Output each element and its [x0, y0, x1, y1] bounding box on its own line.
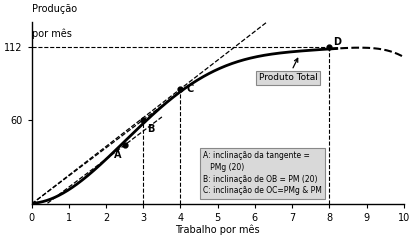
- Text: C: C: [185, 84, 193, 94]
- Text: Produção: Produção: [32, 4, 77, 14]
- Text: D: D: [332, 37, 340, 47]
- Text: A: inclinação da tangente =
   PMg (20)
B: inclinação de OB = PM (20)
C: inclina: A: inclinação da tangente = PMg (20) B: …: [202, 151, 321, 196]
- Text: B: B: [147, 124, 154, 134]
- Text: A: A: [113, 150, 121, 160]
- X-axis label: Trabalho por mês: Trabalho por mês: [175, 224, 259, 235]
- Text: Produto Total: Produto Total: [258, 58, 317, 82]
- Text: por mês: por mês: [32, 29, 71, 39]
